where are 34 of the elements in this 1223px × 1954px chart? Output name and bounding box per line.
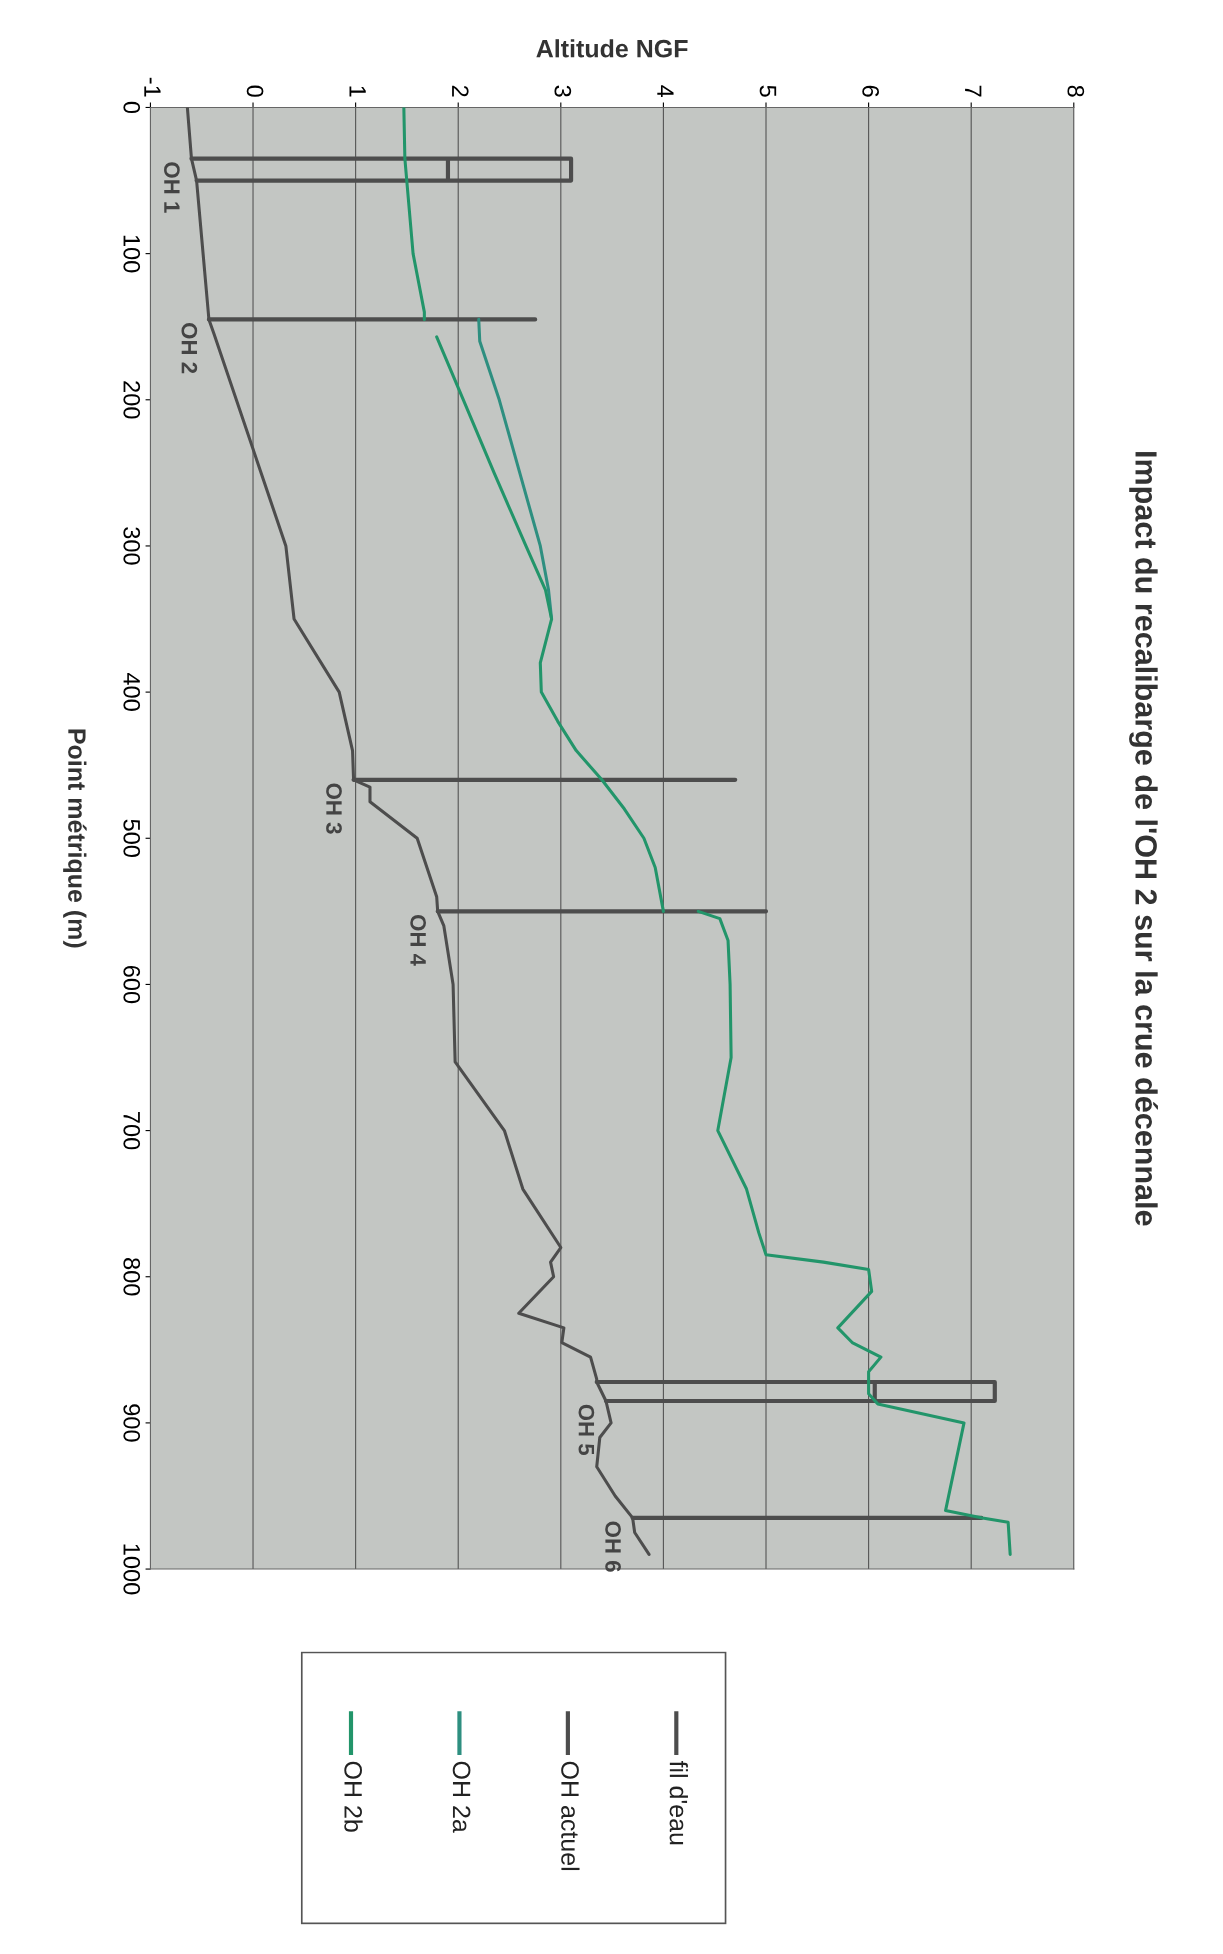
- legend-label: OH 2b: [344, 1761, 363, 1832]
- x-axis-title: Altitude NGF: [536, 39, 688, 58]
- x-tick-label: 7: [965, 85, 982, 97]
- y-axis-title: Point métrique (m): [63, 729, 87, 948]
- x-tick-label: -1: [144, 77, 161, 97]
- annotation: OH 1: [164, 162, 180, 213]
- x-tick-label: 4: [657, 85, 674, 98]
- legend-label: OH 2a: [452, 1761, 471, 1833]
- y-tick-label: 700: [123, 1112, 141, 1150]
- y-tick-label: 100: [123, 235, 141, 273]
- y-tick-label: 500: [123, 819, 141, 858]
- y-tick-label: 1000: [123, 1544, 141, 1595]
- y-tick-label: 0: [123, 101, 141, 114]
- x-tick-label: 5: [759, 85, 777, 97]
- text: Impact du recalibarge de l'OH 2 sur la crue décennale: [1129, 452, 1158, 1226]
- annotation: OH 3: [326, 783, 342, 834]
- legend-label: OH actuel: [561, 1761, 580, 1871]
- x-tick-label: 6: [862, 85, 879, 97]
- x-tick-label: 2: [452, 85, 469, 97]
- x-tick-label: 0: [246, 85, 264, 97]
- y-tick-label: 400: [123, 672, 141, 711]
- x-tick-label: 1: [349, 86, 366, 97]
- y-tick-label: 600: [123, 965, 141, 1004]
- annotation: OH 5: [578, 1404, 595, 1455]
- y-tick-label: 900: [123, 1404, 141, 1442]
- x-tick-label: 3: [554, 85, 572, 97]
- annotation: OH 6: [605, 1521, 621, 1572]
- legend-label: fil d'eau: [669, 1760, 688, 1845]
- x-tick-label: 8: [1067, 85, 1085, 97]
- y-tick-label: 800: [123, 1258, 141, 1296]
- annotation: OH 4: [410, 915, 426, 966]
- y-tick-label: 300: [123, 527, 141, 565]
- annotation: OH 2: [181, 323, 198, 374]
- y-tick-label: 200: [123, 381, 141, 419]
